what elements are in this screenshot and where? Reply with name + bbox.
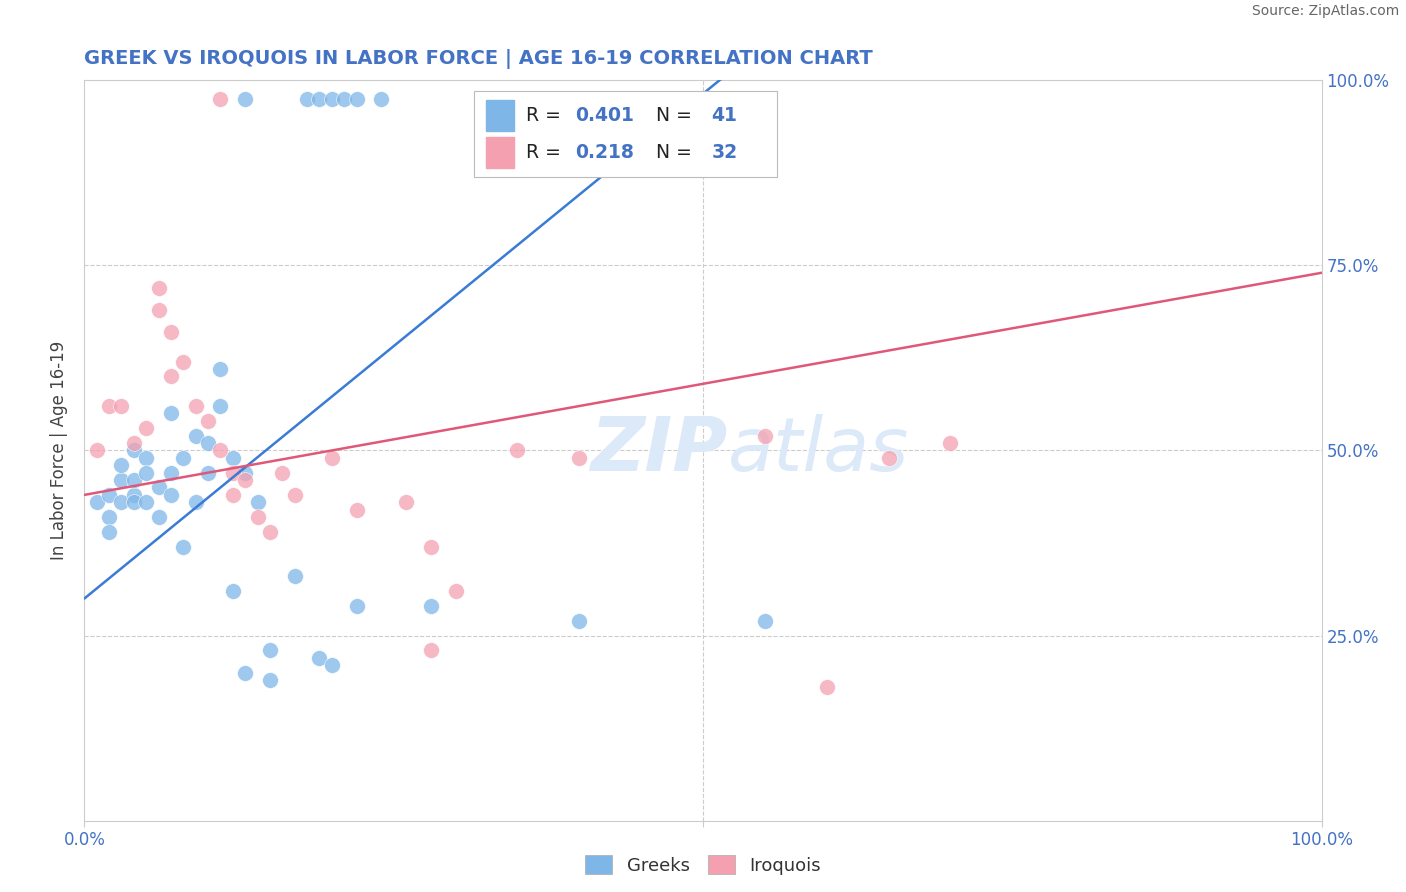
Point <box>184 399 207 413</box>
Point <box>197 414 219 428</box>
Point <box>98 510 121 524</box>
Text: R =: R = <box>526 143 567 161</box>
Point <box>222 450 245 465</box>
Point <box>160 407 183 421</box>
Point <box>135 466 157 480</box>
Point <box>98 399 121 413</box>
Point <box>444 584 467 599</box>
Point <box>568 614 591 628</box>
Point <box>86 443 108 458</box>
Text: Source: ZipAtlas.com: Source: ZipAtlas.com <box>1251 4 1399 19</box>
Point <box>233 665 256 680</box>
FancyBboxPatch shape <box>474 91 778 177</box>
Point <box>160 325 183 339</box>
Point <box>160 466 183 480</box>
Point <box>815 681 838 695</box>
Point <box>939 436 962 450</box>
Point <box>122 443 145 458</box>
Point <box>284 488 307 502</box>
Point <box>160 488 183 502</box>
Text: 0.218: 0.218 <box>575 143 634 161</box>
Point <box>370 92 392 106</box>
Text: N =: N = <box>644 105 697 125</box>
Point <box>346 599 368 613</box>
Point <box>135 495 157 509</box>
Point <box>321 658 343 673</box>
Point <box>122 436 145 450</box>
Point <box>754 428 776 442</box>
Point <box>122 495 145 509</box>
Point <box>754 614 776 628</box>
Point <box>135 450 157 465</box>
Point <box>346 502 368 516</box>
Point <box>110 473 132 487</box>
Point <box>222 584 245 599</box>
Text: R =: R = <box>526 105 567 125</box>
Point <box>419 643 441 657</box>
Point <box>259 643 281 657</box>
Point <box>321 92 343 106</box>
Text: N =: N = <box>644 143 697 161</box>
Point <box>110 399 132 413</box>
Point <box>86 495 108 509</box>
Text: atlas: atlas <box>728 415 910 486</box>
Point <box>419 540 441 554</box>
Point <box>506 92 529 106</box>
Point <box>197 466 219 480</box>
Point <box>148 510 170 524</box>
Text: GREEK VS IROQUOIS IN LABOR FORCE | AGE 16-19 CORRELATION CHART: GREEK VS IROQUOIS IN LABOR FORCE | AGE 1… <box>84 48 873 69</box>
Text: 32: 32 <box>711 143 738 161</box>
Point <box>271 466 294 480</box>
Point <box>209 92 232 106</box>
Point <box>160 369 183 384</box>
Point <box>419 599 441 613</box>
Point <box>110 458 132 473</box>
Point <box>184 428 207 442</box>
Point <box>148 302 170 317</box>
Point <box>110 495 132 509</box>
Point <box>222 466 245 480</box>
Point <box>197 436 219 450</box>
Point <box>259 524 281 539</box>
Point <box>122 488 145 502</box>
Point <box>395 495 418 509</box>
Point <box>877 450 900 465</box>
Point <box>122 473 145 487</box>
Point <box>295 92 318 106</box>
Point <box>233 466 256 480</box>
Point <box>284 569 307 583</box>
Legend: Greeks, Iroquois: Greeks, Iroquois <box>578 848 828 882</box>
Y-axis label: In Labor Force | Age 16-19: In Labor Force | Age 16-19 <box>51 341 69 560</box>
Point <box>333 92 356 106</box>
Point <box>246 510 269 524</box>
Point <box>568 450 591 465</box>
Point <box>321 450 343 465</box>
Point <box>172 450 194 465</box>
Point <box>98 488 121 502</box>
Bar <box>486 100 513 130</box>
Point <box>209 443 232 458</box>
Point <box>209 362 232 376</box>
Point <box>233 473 256 487</box>
Point <box>172 354 194 368</box>
Point <box>346 92 368 106</box>
Bar <box>486 136 513 168</box>
Point <box>148 481 170 495</box>
Point <box>172 540 194 554</box>
Point <box>135 421 157 435</box>
Point <box>209 399 232 413</box>
Point <box>233 92 256 106</box>
Point <box>308 92 330 106</box>
Text: ZIP: ZIP <box>591 414 728 487</box>
Point <box>184 495 207 509</box>
Point <box>246 495 269 509</box>
Point <box>308 650 330 665</box>
Point <box>222 488 245 502</box>
Point <box>259 673 281 687</box>
Point <box>506 443 529 458</box>
Point <box>98 524 121 539</box>
Text: 41: 41 <box>711 105 738 125</box>
Text: 0.401: 0.401 <box>575 105 634 125</box>
Point <box>148 280 170 294</box>
